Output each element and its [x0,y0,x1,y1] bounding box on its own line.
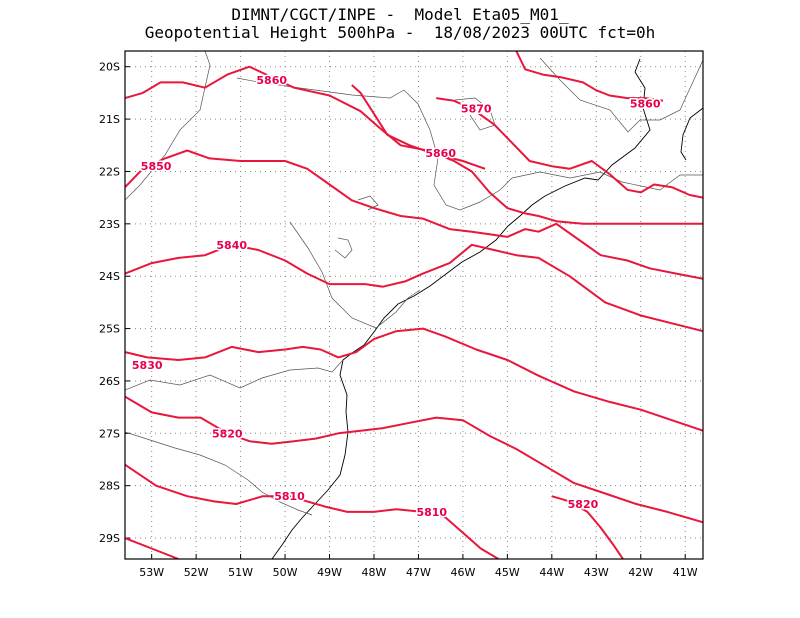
state-border [289,221,421,329]
state-border [125,431,313,516]
lon-label: 43W [584,566,609,579]
map-title-line-1: DIMNT/CGCT/INPE - Model Eta05_M01_ [231,5,569,24]
lat-label: 20S [99,61,120,74]
lat-label: 29S [99,532,120,545]
contour-lines [125,51,703,559]
state-border [125,359,344,391]
contour-5860 [351,84,486,170]
contour-label-5830: 5830 [132,359,163,372]
map-title-line-2: Geopotential Height 500hPa - 18/08/2023 … [144,23,656,42]
lon-label: 51W [228,566,253,579]
lat-label: 22S [99,165,120,178]
geography-layer [125,51,703,559]
coastline [271,58,651,559]
lon-label: 50W [273,566,298,579]
lon-label: 46W [450,566,475,579]
contour-labels: 5870 5860 5860 5860 5850 5840 5830 5820 5820 5810… [130,72,662,520]
contour-5830 [125,327,703,432]
lon-label: 41W [673,566,698,579]
contour-5820 [125,395,703,524]
contour-5870 [436,97,703,199]
lat-label: 28S [99,480,120,493]
coastline-east [680,107,703,161]
lon-label: 42W [628,566,653,579]
state-border [236,77,513,211]
contour-5820 [551,495,624,559]
contour-label-5810: 5810 [416,506,447,519]
lat-label: 21S [99,113,120,126]
lon-label: 49W [317,566,342,579]
lat-label: 24S [99,270,120,283]
lon-label: 48W [362,566,387,579]
graticule-grid [125,51,703,559]
contour-5810 [125,463,500,559]
contour-label-5840: 5840 [216,239,247,252]
contour-label-5820: 5820 [568,498,599,511]
lon-label: 52W [184,566,209,579]
lat-label: 23S [99,218,120,231]
lat-label: 26S [99,375,120,388]
contour-label-5820: 5820 [212,427,243,440]
lon-label: 47W [406,566,431,579]
state-border [454,97,496,131]
lat-label: 25S [99,323,120,336]
longitude-labels: 53W 52W 51W 50W 49W 48W 47W 46W 45W 44W 43W 42W 41W [139,566,698,579]
state-border [539,57,703,133]
contour-5850 [125,149,703,280]
latitude-labels: 20S 21S 22S 23S 24S 25S 26S 27S 28S 29S [99,61,120,545]
contour-label-5860: 5860 [630,97,661,110]
state-border [334,237,353,259]
map-frame [124,50,704,560]
contour-label-5870: 5870 [461,103,492,116]
lon-label: 53W [139,566,164,579]
contour-label-5850: 5850 [141,160,172,173]
contour-5860 [125,65,703,225]
contour-5810 [125,537,179,559]
state-border [125,51,211,201]
contour-label-5860: 5860 [425,147,456,160]
contour-label-5860: 5860 [256,74,287,87]
lon-label: 44W [539,566,564,579]
state-border [511,171,703,191]
contour-5860 [515,51,664,102]
lon-label: 45W [495,566,520,579]
contour-5840 [125,243,703,333]
contour-label-5810: 5810 [274,490,305,503]
lat-label: 27S [99,427,120,440]
